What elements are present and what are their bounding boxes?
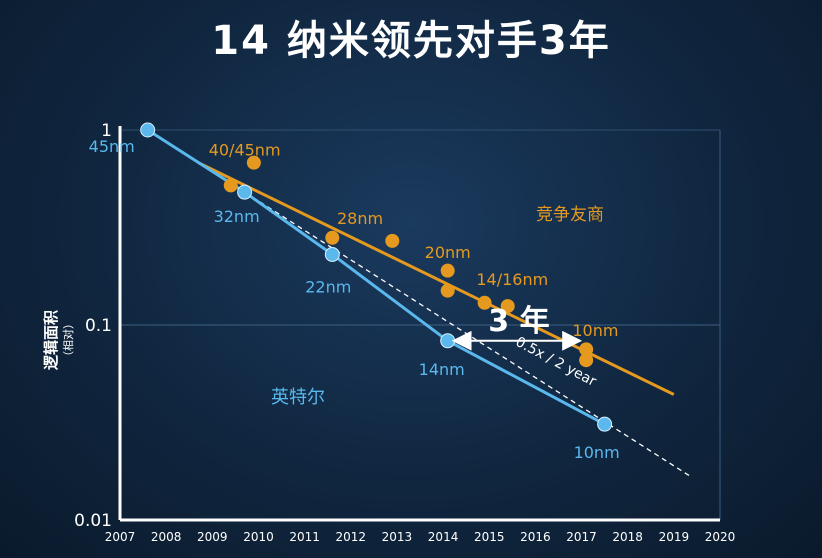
x-tick-label-2010: 2010 [243, 530, 274, 544]
three-year-annotation: 3 年 [488, 304, 549, 339]
competitor-label-3: 14/16nm [476, 270, 548, 289]
intel-label-14nm: 14nm [419, 360, 465, 379]
competitor-label-1: 28nm [337, 209, 383, 228]
intel-label-32nm: 32nm [214, 207, 260, 226]
axes [118, 126, 720, 522]
competitor-point-4 [440, 263, 455, 278]
intel-label-10nm: 10nm [574, 443, 620, 462]
x-tick-label-2012: 2012 [335, 530, 366, 544]
x-tick-label-2020: 2020 [705, 530, 736, 544]
series-points [140, 122, 613, 432]
y-tick-label-1: 0.1 [85, 316, 112, 336]
competitor-point-8 [579, 342, 594, 357]
competitor-label-2: 20nm [425, 243, 471, 262]
x-tick-label-2008: 2008 [151, 530, 182, 544]
x-tick-label-2018: 2018 [612, 530, 643, 544]
competitor-point-3 [385, 233, 400, 248]
competitor-point-9 [579, 353, 594, 368]
grid [120, 129, 721, 520]
competitor-point-6 [477, 295, 492, 310]
series-label-competitor: 竞争友商 [536, 205, 604, 225]
y-axis-label: 逻辑面积 （相对） [42, 310, 75, 370]
x-tick-label-2014: 2014 [428, 530, 459, 544]
competitor-point-7 [500, 299, 515, 314]
y-axis-title: 逻辑面积 [42, 310, 60, 370]
competitor-trend-line [197, 161, 675, 396]
intel-point-2 [324, 246, 340, 262]
intel-point-0 [140, 122, 156, 138]
intel-point-4 [597, 416, 613, 432]
x-tick-label-2011: 2011 [289, 530, 320, 544]
competitor-point-0 [223, 178, 238, 193]
x-tick-label-2007: 2007 [105, 530, 136, 544]
intel-point-3 [440, 333, 456, 349]
competitor-point-5 [440, 283, 455, 298]
intel-label-45nm: 45nm [89, 137, 135, 156]
competitor-label-0: 40/45nm [209, 140, 281, 159]
x-tick-label-2019: 2019 [659, 530, 690, 544]
x-tick-label-2016: 2016 [520, 530, 551, 544]
chart-title: 14 纳米领先对手3年 [211, 18, 611, 64]
data-labels: 45nm 32nm 22nm 14nm 10nm 40/45nm 28nm 20nm 14/16… [89, 137, 620, 462]
intel-label-22nm: 22nm [305, 277, 351, 296]
x-tick-label-2017: 2017 [566, 530, 597, 544]
y-tick-label-2: 0.01 [74, 511, 112, 531]
competitor-point-1 [246, 155, 261, 170]
x-tick-label-2009: 2009 [197, 530, 228, 544]
series-label-intel: 英特尔 [271, 387, 325, 408]
intel-point-1 [237, 184, 253, 200]
x-tick-label-2015: 2015 [474, 530, 505, 544]
competitor-point-2 [325, 230, 340, 245]
reference-line-dashed [244, 191, 693, 479]
competitor-label-4: 10nm [572, 321, 618, 340]
y-tick-label-0: 1 [101, 121, 112, 141]
ticks: 2007 2008 2009 2010 2011 2012 2013 2014 2015 2016… [74, 121, 735, 544]
x-tick-label-2013: 2013 [382, 530, 413, 544]
y-axis-subtitle: （相对） [61, 318, 75, 362]
